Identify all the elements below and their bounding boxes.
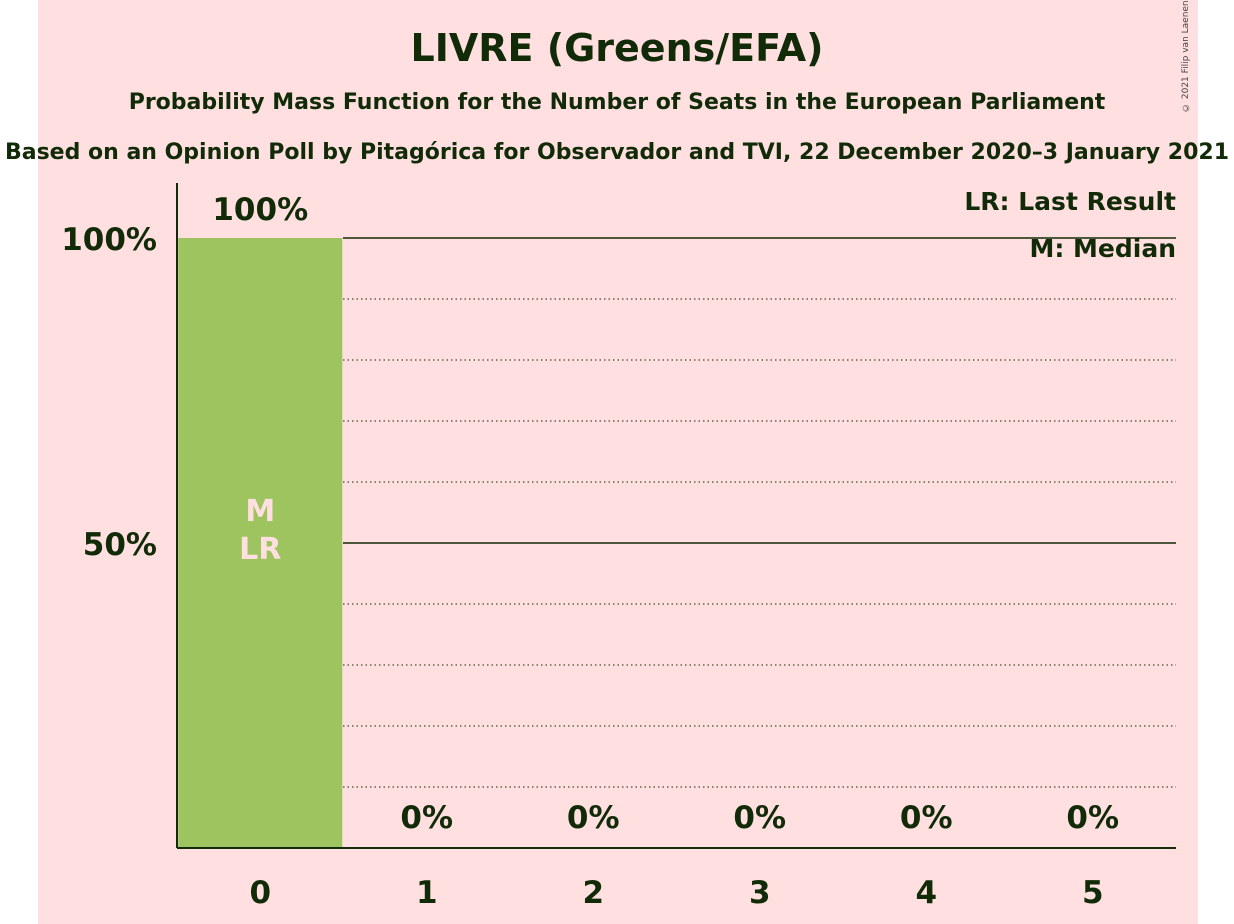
- bar-value-label: 0%: [733, 800, 786, 836]
- bar-value-label: 0%: [1066, 800, 1119, 836]
- x-tick-label: 4: [915, 875, 937, 911]
- bar-marker-label: LR: [239, 532, 281, 567]
- chart-subtitle: Probability Mass Function for the Number…: [128, 90, 1106, 115]
- x-tick-label: 1: [416, 875, 438, 911]
- x-tick-label: 5: [1082, 875, 1104, 911]
- chart-title: LIVRE (Greens/EFA): [410, 26, 824, 70]
- x-tick-label: 0: [249, 875, 271, 911]
- bar-value-label: 0%: [567, 800, 620, 836]
- y-tick-label: 50%: [83, 527, 157, 563]
- bar-value-label: 0%: [400, 800, 453, 836]
- legend-entry: LR: Last Result: [964, 187, 1176, 216]
- chart-source-line: Based on an Opinion Poll by Pitagórica f…: [4, 140, 1230, 165]
- x-tick-label: 2: [582, 875, 604, 911]
- bar-value-label: 100%: [212, 192, 308, 228]
- bar: [178, 238, 343, 848]
- bar-value-label: 0%: [900, 800, 953, 836]
- y-tick-label: 100%: [61, 222, 157, 258]
- legend-entry: M: Median: [1029, 234, 1176, 263]
- x-tick-label: 3: [749, 875, 771, 911]
- bar-marker-label: M: [245, 494, 275, 529]
